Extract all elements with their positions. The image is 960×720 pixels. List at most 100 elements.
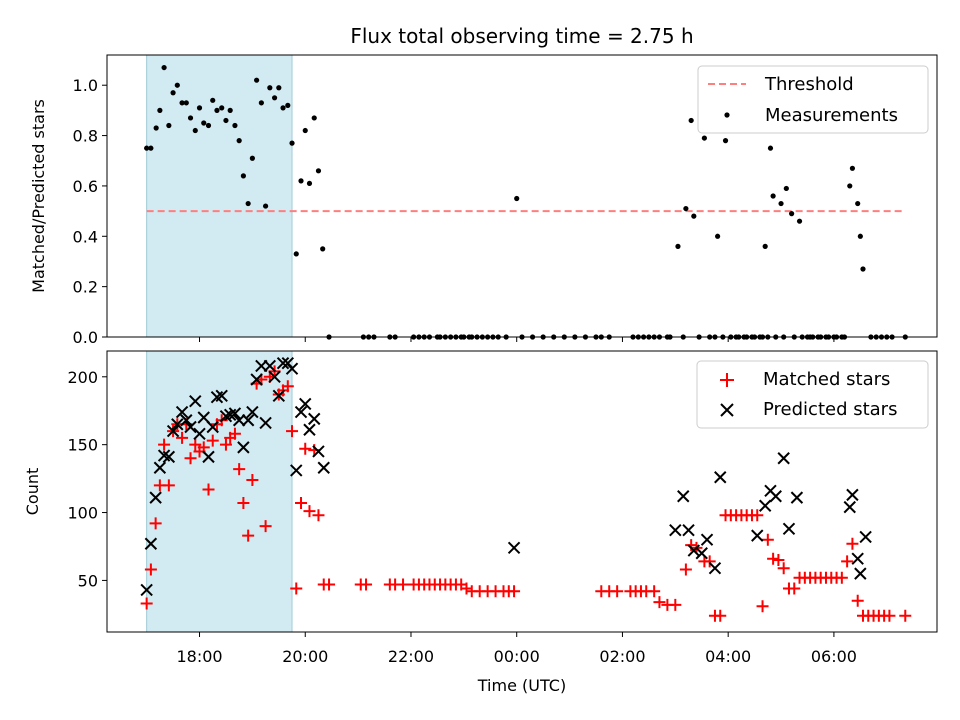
matched-star-point	[237, 497, 250, 510]
predicted-star-point	[695, 547, 708, 560]
x-tick-label: 06:00	[811, 647, 857, 666]
matched-star-point	[714, 609, 727, 622]
matched-star-point	[299, 442, 312, 455]
matched-star-point	[140, 597, 153, 610]
predicted-star-point	[308, 412, 321, 426]
matched-star-point	[397, 578, 410, 591]
predicted-star-point	[272, 389, 286, 403]
matched-star-point	[835, 571, 848, 584]
matched-star-point	[611, 585, 624, 598]
top-panel: 0.0 0.2 0.4 0.6 0.8 1.0 Matched/Predicted sta…	[29, 54, 938, 347]
matched-star-point	[290, 582, 303, 595]
measurement-point	[855, 200, 861, 207]
matched-star-point	[303, 505, 316, 518]
measurement-point	[201, 120, 207, 126]
predicted-star-point	[285, 362, 299, 375]
measurement-point	[514, 195, 520, 202]
measurement-point	[302, 127, 308, 134]
matched-star-point	[899, 609, 912, 622]
y-tick-label: 150	[67, 436, 98, 455]
predicted-star-point	[232, 414, 246, 427]
predicted-star-point	[669, 523, 682, 537]
matched-star-point	[788, 582, 801, 595]
measurement-point	[789, 211, 795, 217]
bottom-panel: 50 100 150 200 18:00 20:00 22:00 00:00 02:00 04:…	[23, 350, 938, 695]
measurement-point	[245, 200, 251, 207]
measurement-point	[675, 243, 681, 249]
legend-threshold-label: Threshold	[764, 74, 854, 95]
legend-measurement-label: Measurements	[765, 105, 898, 126]
measurement-point	[227, 107, 233, 113]
predicted-star-point	[215, 389, 228, 403]
predicted-star-point	[682, 523, 695, 537]
matched-star-point	[777, 562, 790, 575]
predicted-star-point	[149, 491, 162, 504]
matched-star-point	[841, 555, 854, 568]
bottom-x-ticks: 18:00 20:00 22:00 00:00 02:00 04:00 06:00	[176, 632, 857, 666]
matched-star-point	[751, 509, 764, 522]
legend-measurement-swatch	[724, 112, 730, 118]
measurement-point	[770, 193, 776, 199]
legend-matched-swatch	[720, 373, 734, 387]
matched-star-point	[242, 529, 255, 542]
predicted-star-point	[184, 420, 197, 434]
measurement-point	[205, 122, 212, 129]
matched-star-point	[228, 427, 241, 440]
measurement-point	[148, 145, 154, 151]
matched-star-point	[219, 438, 232, 451]
x-tick-label: 22:00	[388, 647, 434, 666]
matched-star-point	[149, 517, 162, 530]
bottom-y-axis-label: Count	[23, 468, 42, 516]
predicted-star-point	[790, 491, 804, 504]
measurement-point	[722, 138, 729, 144]
measurement-point	[258, 100, 264, 106]
predicted-star-point	[854, 567, 867, 580]
predicted-star-point	[175, 405, 189, 419]
matched-star-point	[767, 552, 780, 565]
bottom-legend-box	[696, 360, 929, 429]
matched-star-point	[259, 520, 272, 533]
predicted-star-point	[268, 370, 281, 383]
measurement-point	[683, 205, 689, 212]
measurement-point	[179, 100, 185, 106]
predicted-star-point	[758, 499, 772, 512]
measurement-point	[767, 145, 774, 151]
top-legend: Threshold Measurements	[697, 65, 929, 134]
predicted-star-point	[202, 450, 215, 464]
matched-star-point	[648, 585, 661, 598]
predicted-star-point	[299, 397, 312, 411]
measurement-point	[192, 127, 198, 134]
legend-predicted-swatch	[720, 403, 734, 417]
observing-span	[146, 54, 293, 338]
y-tick-label: 0.8	[73, 127, 98, 146]
measurement-point	[778, 200, 784, 207]
measurement-point	[254, 77, 260, 83]
measurement-point	[223, 117, 229, 124]
predicted-star-point	[241, 414, 255, 427]
top-y-axis-label: Matched/Predicted stars	[29, 99, 48, 293]
y-tick-label: 200	[67, 368, 98, 387]
measurement-point	[174, 82, 180, 88]
y-tick-label: 0.6	[73, 177, 98, 196]
matched-star-point	[286, 425, 299, 438]
matched-star-point	[703, 555, 716, 568]
matched-star-point	[653, 596, 666, 609]
bottom-legend: Matched stars Predicted stars	[696, 360, 929, 429]
measurement-point	[298, 178, 304, 184]
predicted-star-point	[189, 395, 202, 408]
measurement-point	[187, 115, 194, 121]
matched-star-point	[176, 431, 189, 444]
matched-star-point	[184, 452, 197, 465]
measurement-point	[796, 218, 803, 224]
predicted-star-point	[303, 423, 316, 436]
measurement-point	[271, 95, 278, 101]
x-tick-label: 04:00	[705, 647, 751, 666]
matched-star-point	[202, 483, 215, 496]
measurement-point	[860, 266, 866, 272]
measurement-point	[166, 122, 172, 129]
measurement-point	[701, 135, 707, 141]
y-tick-label: 100	[67, 504, 98, 523]
predicted-star-point	[843, 500, 856, 514]
predicted-star-point	[263, 359, 277, 373]
